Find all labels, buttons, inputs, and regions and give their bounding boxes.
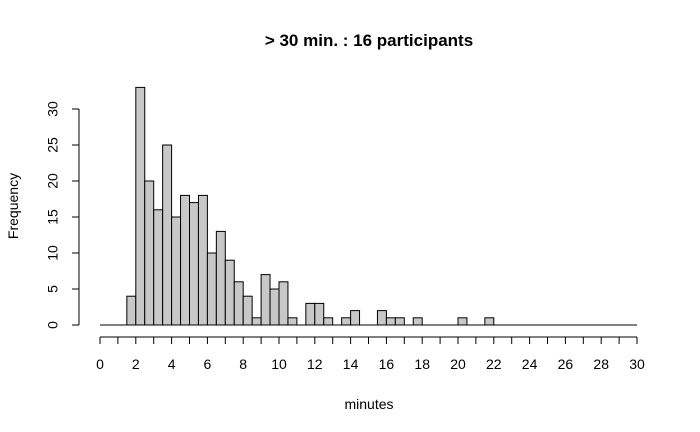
histogram-bar bbox=[251, 317, 262, 326]
histogram-bar bbox=[385, 317, 396, 326]
x-tick-label: 8 bbox=[239, 356, 247, 372]
histogram-bar bbox=[287, 317, 298, 326]
histogram-bar bbox=[314, 302, 325, 326]
histogram-bar bbox=[215, 230, 226, 326]
y-tick-label: 20 bbox=[45, 173, 61, 189]
x-tick-label: 16 bbox=[379, 356, 395, 372]
histogram-bar bbox=[412, 317, 423, 326]
y-tick-label: 10 bbox=[45, 245, 61, 261]
x-tick-label: 18 bbox=[414, 356, 430, 372]
y-axis: 0 5 10 15 20 25 30 bbox=[45, 101, 80, 329]
histogram-bar bbox=[394, 317, 405, 326]
x-axis-label: minutes bbox=[344, 396, 393, 412]
histogram-bar bbox=[135, 86, 146, 326]
histogram-bar bbox=[484, 317, 495, 326]
bars-group bbox=[126, 86, 495, 326]
histogram-bar bbox=[376, 310, 387, 326]
x-tick-label: 12 bbox=[307, 356, 323, 372]
x-tick-label: 10 bbox=[271, 356, 287, 372]
x-tick-label: 28 bbox=[593, 356, 609, 372]
y-tick-label: 30 bbox=[45, 101, 61, 117]
histogram-bar bbox=[206, 252, 217, 326]
x-tick-label: 0 bbox=[96, 356, 104, 372]
histogram-bar bbox=[305, 302, 316, 326]
histogram-bar bbox=[224, 259, 235, 326]
x-tick-label: 4 bbox=[168, 356, 176, 372]
histogram-bar bbox=[144, 180, 155, 326]
histogram-bar bbox=[126, 295, 137, 326]
x-tick-label: 24 bbox=[522, 356, 538, 372]
histogram-bar bbox=[233, 281, 244, 326]
histogram-bar bbox=[153, 209, 164, 326]
histogram-bar bbox=[197, 194, 208, 326]
x-tick-label: 20 bbox=[450, 356, 466, 372]
x-tick-label: 6 bbox=[204, 356, 212, 372]
histogram-bar bbox=[350, 310, 361, 326]
histogram-bar bbox=[162, 144, 173, 326]
histogram-bar bbox=[457, 317, 468, 326]
histogram-bar bbox=[189, 202, 199, 326]
histogram-bar bbox=[323, 317, 334, 326]
y-tick-label: 5 bbox=[45, 285, 61, 293]
x-tick-label: 14 bbox=[343, 356, 359, 372]
y-tick-label: 25 bbox=[45, 137, 61, 153]
histogram-bar bbox=[278, 281, 289, 326]
x-tick-label: 26 bbox=[558, 356, 574, 372]
chart-title: > 30 min. : 16 participants bbox=[265, 31, 473, 50]
x-tick-label: 2 bbox=[132, 356, 140, 372]
histogram-bar bbox=[269, 288, 280, 326]
histogram-bar bbox=[341, 317, 352, 326]
x-tick-label: 30 bbox=[629, 356, 645, 372]
histogram-bar bbox=[242, 295, 253, 326]
x-tick-label: 22 bbox=[486, 356, 502, 372]
y-axis-label: Frequency bbox=[5, 173, 21, 239]
y-tick-label: 15 bbox=[45, 209, 61, 225]
y-tick-label: 0 bbox=[45, 321, 61, 329]
histogram-bar bbox=[260, 274, 271, 326]
histogram-bar bbox=[180, 194, 191, 326]
x-axis: 0 2 4 6 8 10 12 14 16 18 20 22 24 26 28 30 bbox=[96, 336, 645, 372]
histogram-bar bbox=[171, 216, 182, 326]
